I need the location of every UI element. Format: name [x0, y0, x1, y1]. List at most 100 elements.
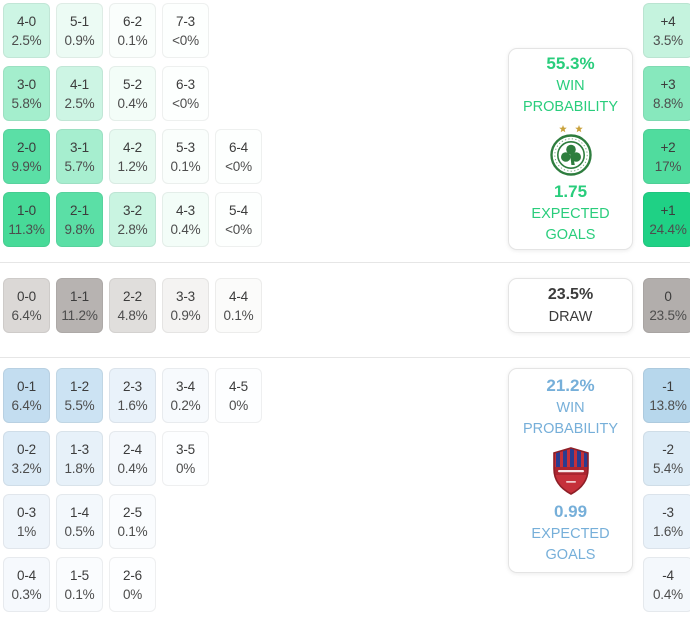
score-cell: 1-0 11.3% — [3, 192, 50, 247]
home-goal-margin-column: +4 3.5% +3 8.8% +2 17% +1 24.4% — [643, 3, 690, 247]
probability-label: 2.5% — [11, 32, 42, 48]
away-win-probability-value: 21.2% — [546, 376, 595, 395]
probability-label: 3.2% — [11, 460, 42, 476]
score-cell: 3-5 0% — [162, 431, 209, 486]
probability-label: 4.8% — [117, 307, 148, 323]
score-row: 2-0 9.9% 3-1 5.7% 4-2 1.2% 5-3 0.1% 6-4 <0% — [3, 129, 262, 184]
probability-label: 1% — [16, 523, 37, 539]
score-label: 0-4 — [17, 567, 36, 583]
margin-cell: +3 8.8% — [643, 66, 690, 121]
score-cell: 5-3 0.1% — [162, 129, 209, 184]
probability-label: 5.5% — [64, 397, 95, 413]
margin-cell: -3 1.6% — [643, 494, 690, 549]
probability-label: 0.1% — [117, 523, 148, 539]
home-win-score-grid: 4-0 2.5% 5-1 0.9% 6-2 0.1% 7-3 <0% 3-0 5.8% 4-1 2.5… — [3, 3, 262, 247]
home-expected-goals-label: EXPECTED GOALS — [531, 205, 610, 243]
margin-cell: 0 23.5% — [643, 278, 690, 333]
score-cell: 5-4 <0% — [215, 192, 262, 247]
away-expected-goals-label: EXPECTED GOALS — [531, 526, 610, 563]
score-label: 5-4 — [229, 202, 248, 218]
score-label: 1-4 — [70, 504, 89, 520]
score-label: 1-5 — [70, 567, 89, 583]
probability-label: 0.1% — [117, 32, 148, 48]
score-cell: 2-1 9.8% — [56, 192, 103, 247]
margin-cell: +4 3.5% — [643, 3, 690, 58]
away-win-probability-label: WIN PROBABILITY — [522, 400, 619, 437]
probability-label: <0% — [225, 221, 252, 237]
score-cell: 6-3 <0% — [162, 66, 209, 121]
score-label: 2-6 — [123, 567, 142, 583]
score-cell: 4-3 0.4% — [162, 192, 209, 247]
score-cell: 3-0 5.8% — [3, 66, 50, 121]
score-cell: 3-2 2.8% — [109, 192, 156, 247]
score-label: 6-2 — [123, 13, 142, 29]
probability-label: 0.1% — [64, 586, 95, 602]
section-divider — [0, 357, 690, 358]
score-cell: 1-1 11.2% — [56, 278, 103, 333]
probability-label: 9.8% — [64, 221, 95, 237]
goal-diff-label: 0 — [664, 288, 672, 304]
probability-label: 2.5% — [64, 95, 95, 111]
score-cell: 4-2 1.2% — [109, 129, 156, 184]
probability-label: 1.6% — [653, 523, 683, 539]
score-row: 1-0 11.3% 2-1 9.8% 3-2 2.8% 4-3 0.4% 5-4 <0% — [3, 192, 262, 247]
probability-label: 0.3% — [11, 586, 42, 602]
score-cell: 6-4 <0% — [215, 129, 262, 184]
score-row: 0-2 3.2% 1-3 1.8% 2-4 0.4% 3-5 0% — [3, 431, 262, 486]
score-label: 3-1 — [70, 139, 89, 155]
score-cell: 5-2 0.4% — [109, 66, 156, 121]
score-label: 2-0 — [17, 139, 36, 155]
score-label: 7-3 — [176, 13, 195, 29]
score-label: 4-4 — [229, 288, 248, 304]
probability-label: 0.9% — [64, 32, 95, 48]
score-label: 0-0 — [17, 288, 36, 304]
probability-label: 6.4% — [11, 397, 42, 413]
score-row: 0-4 0.3% 1-5 0.1% 2-6 0% — [3, 557, 262, 612]
score-cell: 3-4 0.2% — [162, 368, 209, 423]
score-cell: 0-2 3.2% — [3, 431, 50, 486]
score-label: 5-1 — [70, 13, 89, 29]
probability-label: 23.5% — [649, 307, 687, 323]
probability-label: 0.1% — [170, 158, 201, 174]
score-label: 6-3 — [176, 76, 195, 92]
margin-cell: -4 0.4% — [643, 557, 690, 612]
probability-label: 13.8% — [649, 397, 687, 413]
section-divider — [0, 262, 690, 263]
margin-cell: +1 24.4% — [643, 192, 690, 247]
score-label: 1-1 — [70, 288, 89, 304]
score-label: 0-2 — [17, 441, 36, 457]
score-cell: 4-4 0.1% — [215, 278, 262, 333]
probability-label: 0.9% — [170, 307, 201, 323]
probability-label: 1.2% — [117, 158, 148, 174]
score-cell: 5-1 0.9% — [56, 3, 103, 58]
score-cell: 1-2 5.5% — [56, 368, 103, 423]
goal-diff-label: +2 — [660, 139, 676, 155]
away-expected-goals-value: 0.99 — [553, 502, 588, 521]
score-cell: 1-4 0.5% — [56, 494, 103, 549]
score-cell: 2-6 0% — [109, 557, 156, 612]
score-label: 1-3 — [70, 441, 89, 457]
score-label: 2-1 — [70, 202, 89, 218]
score-cell: 0-4 0.3% — [3, 557, 50, 612]
goal-diff-label: -3 — [662, 504, 674, 520]
score-cell: 1-5 0.1% — [56, 557, 103, 612]
score-cell: 3-3 0.9% — [162, 278, 209, 333]
probability-label: <0% — [172, 95, 199, 111]
score-label: 4-3 — [176, 202, 195, 218]
probability-label: 0% — [175, 460, 196, 476]
probability-label: 3.5% — [653, 32, 683, 48]
score-label: 6-4 — [229, 139, 248, 155]
draw-probability-value: 23.5% — [547, 285, 594, 303]
score-label: 4-2 — [123, 139, 142, 155]
score-cell: 2-4 0.4% — [109, 431, 156, 486]
probability-label: 1.6% — [117, 397, 148, 413]
home-win-probability-value: 55.3% — [546, 53, 595, 73]
probability-label: <0% — [172, 32, 199, 48]
draw-score-row: 0-0 6.4% 1-1 11.2% 2-2 4.8% 3-3 0.9% 4-4 0.1% — [3, 278, 262, 333]
probability-label: 11.3% — [8, 221, 45, 237]
score-cell: 3-1 5.7% — [56, 129, 103, 184]
probability-label: 5.4% — [653, 460, 683, 476]
score-cell: 2-3 1.6% — [109, 368, 156, 423]
away-team-crest-icon — [550, 446, 592, 496]
goal-diff-label: -2 — [662, 441, 674, 457]
